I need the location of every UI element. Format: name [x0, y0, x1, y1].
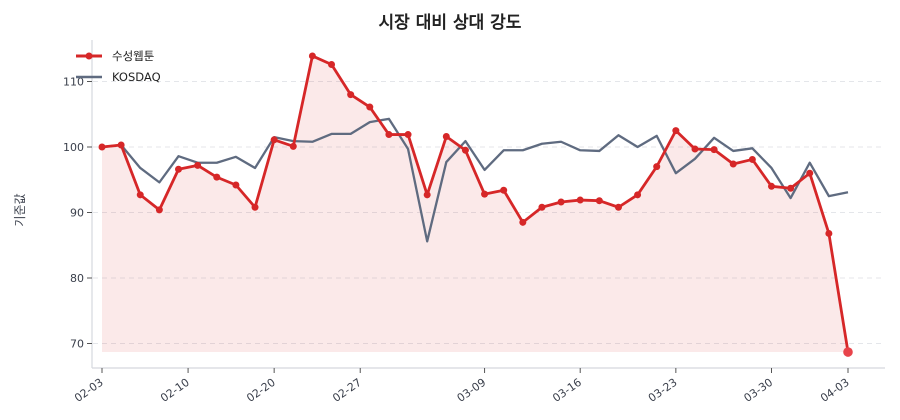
data-point [175, 165, 183, 173]
data-point [98, 143, 106, 151]
data-point [289, 142, 297, 150]
data-point [787, 184, 795, 192]
x-tick-label: 02-20 [244, 376, 278, 405]
data-point [366, 103, 374, 111]
data-point [308, 52, 316, 60]
data-point [767, 182, 775, 190]
data-point [328, 60, 336, 68]
data-point [117, 141, 125, 149]
x-tick-label: 03-23 [646, 376, 680, 405]
x-tick-label: 02-27 [330, 376, 364, 405]
data-point [825, 229, 833, 237]
data-point [710, 146, 718, 154]
x-tick-label: 02-03 [72, 376, 106, 405]
x-tick-label: 02-10 [158, 376, 192, 405]
data-point [347, 91, 355, 99]
y-tick-label: 90 [70, 207, 84, 220]
y-tick-label: 100 [63, 141, 84, 154]
data-point [634, 191, 642, 199]
data-point [213, 173, 221, 181]
data-point [136, 191, 144, 199]
data-point [557, 198, 565, 206]
data-point [194, 161, 202, 169]
legend-marker-0 [85, 52, 93, 60]
data-point [576, 196, 584, 204]
legend-label-1: KOSDAQ [112, 70, 161, 84]
data-point [423, 191, 431, 199]
data-point [481, 190, 489, 198]
series-line-1 [101, 117, 849, 243]
y-axis-label: 기준값 [13, 193, 27, 226]
series-fill-area [102, 55, 848, 353]
series-lines [98, 52, 853, 357]
gridlines [93, 81, 885, 344]
axes [91, 40, 885, 369]
data-point [672, 127, 680, 135]
y-axis-ticks: 70 80 90 100 110 [63, 76, 92, 351]
data-point [385, 131, 393, 139]
data-point [595, 197, 603, 205]
y-tick-label: 80 [70, 272, 84, 285]
legend-label-0: 수성웹툰 [112, 49, 154, 63]
data-point [806, 169, 814, 177]
data-point [748, 155, 756, 163]
area-fill [102, 55, 848, 353]
x-axis-ticks: 02-03 02-10 02-20 02-27 03-09 03-16 03-23 03-30… [72, 368, 852, 405]
x-tick-label: 03-16 [550, 376, 584, 405]
data-point [500, 186, 508, 194]
data-point [538, 203, 546, 211]
x-tick-label: 03-09 [455, 376, 489, 405]
data-point [653, 163, 661, 171]
x-tick-label: 03-30 [742, 376, 776, 405]
y-tick-label: 70 [70, 338, 84, 351]
data-point [519, 218, 527, 226]
data-point [232, 181, 240, 189]
y-tick-label: 110 [63, 76, 84, 89]
chart-title: 시장 대비 상대 강도 [379, 13, 522, 33]
data-point [461, 146, 469, 154]
data-point [270, 136, 278, 144]
data-point [155, 206, 163, 214]
data-point [843, 347, 853, 357]
series-line-0 [101, 54, 850, 353]
legend: 수성웹툰 KOSDAQ [76, 49, 161, 84]
data-point [729, 160, 737, 168]
data-point [404, 131, 412, 139]
data-point [442, 133, 450, 141]
data-point [691, 145, 699, 153]
data-point [614, 203, 622, 211]
x-tick-label: 04-03 [818, 376, 852, 405]
data-point [251, 203, 259, 211]
